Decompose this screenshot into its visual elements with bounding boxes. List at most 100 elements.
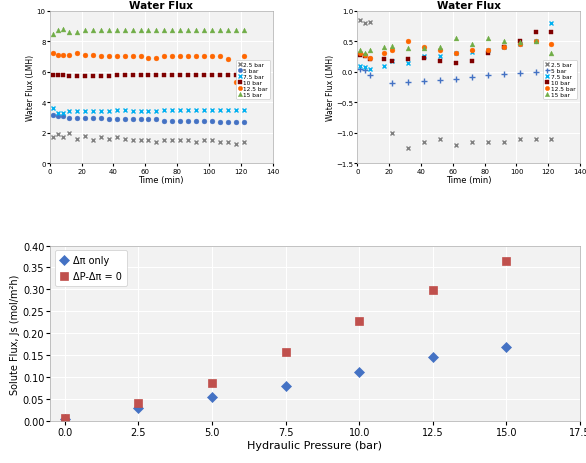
15 bar	[73, 30, 80, 36]
10 bar	[89, 75, 96, 80]
5 bar	[66, 116, 73, 121]
2.5 bar	[532, 137, 539, 143]
12.5 bar	[177, 55, 184, 60]
15 bar	[66, 30, 73, 36]
5 bar	[89, 116, 96, 121]
15 bar	[381, 45, 388, 51]
Line: 15 bar: 15 bar	[358, 37, 554, 56]
12.5 bar	[516, 42, 523, 48]
7.5 bar	[500, 45, 507, 51]
12.5 bar	[437, 49, 444, 54]
7.5 bar	[516, 42, 523, 48]
Δπ only	[282, 383, 289, 389]
10 bar	[224, 73, 231, 78]
10 bar	[240, 73, 247, 78]
2.5 bar	[177, 138, 184, 144]
15 bar	[59, 27, 66, 33]
12.5 bar	[362, 53, 369, 58]
12.5 bar	[357, 51, 364, 57]
5 bar	[49, 113, 56, 118]
15 bar	[240, 29, 247, 34]
Line: 5 bar: 5 bar	[357, 67, 554, 86]
10 bar	[233, 73, 240, 78]
Y-axis label: Solute Flux, Js (mol/m²h): Solute Flux, Js (mol/m²h)	[10, 274, 20, 394]
12.5 bar	[49, 51, 56, 57]
2.5 bar	[81, 134, 88, 139]
10 bar	[421, 56, 428, 62]
5 bar	[484, 73, 491, 78]
2.5 bar	[137, 138, 144, 144]
10 bar	[548, 30, 555, 36]
15 bar	[169, 29, 176, 34]
15 bar	[437, 45, 444, 51]
15 bar	[516, 40, 523, 46]
10 bar	[54, 73, 62, 78]
7.5 bar	[81, 109, 88, 115]
15 bar	[209, 29, 216, 34]
2.5 bar	[153, 140, 160, 145]
5 bar	[405, 80, 412, 86]
7.5 bar	[105, 109, 112, 115]
15 bar	[421, 47, 428, 52]
12.5 bar	[97, 55, 104, 60]
Legend: 2.5 bar, 5 bar, 7.5 bar, 10 bar, 12.5 bar, 15 bar: 2.5 bar, 5 bar, 7.5 bar, 10 bar, 12.5 ba…	[543, 61, 577, 100]
12.5 bar	[185, 55, 192, 60]
15 bar	[217, 29, 224, 34]
ΔP-Δπ = 0	[356, 319, 363, 324]
Title: Water Flux: Water Flux	[437, 1, 500, 11]
ΔP-Δπ = 0	[282, 349, 289, 355]
7.5 bar	[357, 64, 364, 69]
2.5 bar	[233, 141, 240, 147]
12.5 bar	[224, 57, 231, 63]
12.5 bar	[54, 53, 62, 58]
10 bar	[177, 73, 184, 78]
2.5 bar	[548, 137, 555, 143]
5 bar	[145, 117, 152, 123]
15 bar	[54, 29, 62, 34]
12.5 bar	[73, 51, 80, 57]
7.5 bar	[389, 59, 396, 64]
10 bar	[500, 45, 507, 51]
Legend: 2.5 bar, 5 bar, 7.5 bar, 10 bar, 12.5 bar, 15 bar: 2.5 bar, 5 bar, 7.5 bar, 10 bar, 12.5 ba…	[236, 61, 270, 100]
5 bar	[233, 120, 240, 125]
Line: 7.5 bar: 7.5 bar	[358, 21, 554, 72]
5 bar	[240, 120, 247, 125]
10 bar	[129, 73, 136, 78]
2.5 bar	[366, 20, 373, 25]
ΔP-Δπ = 0	[430, 288, 437, 294]
7.5 bar	[54, 111, 62, 117]
10 bar	[153, 73, 160, 78]
12.5 bar	[233, 81, 240, 86]
10 bar	[59, 73, 66, 78]
5 bar	[200, 119, 207, 124]
7.5 bar	[217, 108, 224, 113]
2.5 bar	[97, 135, 104, 141]
10 bar	[468, 59, 475, 64]
5 bar	[113, 117, 120, 123]
7.5 bar	[437, 55, 444, 60]
2.5 bar	[240, 140, 247, 145]
Title: Water Flux: Water Flux	[130, 1, 193, 11]
7.5 bar	[209, 108, 216, 113]
2.5 bar	[54, 132, 62, 138]
5 bar	[185, 119, 192, 124]
15 bar	[113, 29, 120, 34]
Δπ only	[135, 406, 142, 411]
7.5 bar	[73, 109, 80, 115]
2.5 bar	[389, 131, 396, 136]
7.5 bar	[381, 64, 388, 69]
10 bar	[97, 75, 104, 80]
Line: Δπ only: Δπ only	[61, 343, 510, 423]
5 bar	[532, 70, 539, 76]
7.5 bar	[121, 108, 128, 113]
5 bar	[153, 117, 160, 123]
10 bar	[185, 73, 192, 78]
X-axis label: Hydraulic Pressure (bar): Hydraulic Pressure (bar)	[247, 440, 383, 450]
5 bar	[169, 119, 176, 124]
7.5 bar	[137, 109, 144, 115]
7.5 bar	[169, 108, 176, 113]
10 bar	[145, 73, 152, 78]
15 bar	[129, 29, 136, 34]
7.5 bar	[484, 49, 491, 54]
10 bar	[49, 73, 56, 78]
